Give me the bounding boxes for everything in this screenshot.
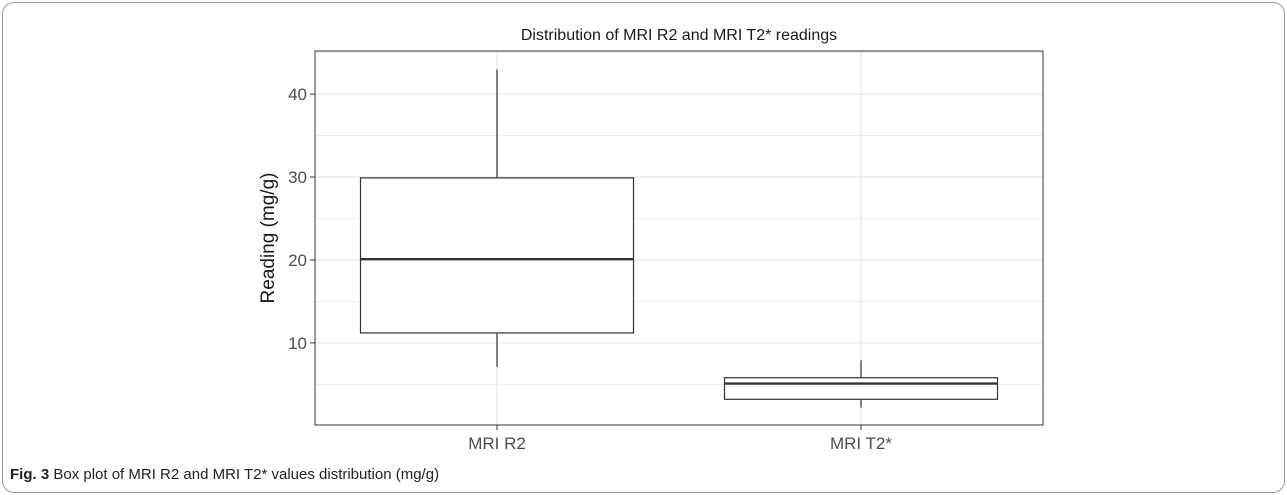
y-axis-label: Reading (mg/g) <box>258 173 279 304</box>
figure-caption: Fig. 3 Box plot of MRI R2 and MRI T2* va… <box>10 466 439 483</box>
y-tick-label: 40 <box>288 85 307 104</box>
chart-title: Distribution of MRI R2 and MRI T2* readi… <box>521 27 837 44</box>
figure-label: Fig. 3 <box>10 466 50 483</box>
box-iqr <box>723 377 999 400</box>
y-tick-label: 30 <box>288 168 307 187</box>
y-tick-label: 10 <box>288 334 307 353</box>
plot-panel-border <box>314 50 1044 426</box>
x-tick-label: MRI R2 <box>468 434 526 453</box>
axis-layer: 10 20 30 40 MRI R2 MRI T2* <box>288 85 892 453</box>
y-tick-label: 20 <box>288 251 307 270</box>
figure-caption-text: Box plot of MRI R2 and MRI T2* values di… <box>53 466 440 483</box>
x-tick-label: MRI T2* <box>830 434 892 453</box>
box-iqr <box>359 177 635 334</box>
box-layer <box>359 69 999 408</box>
